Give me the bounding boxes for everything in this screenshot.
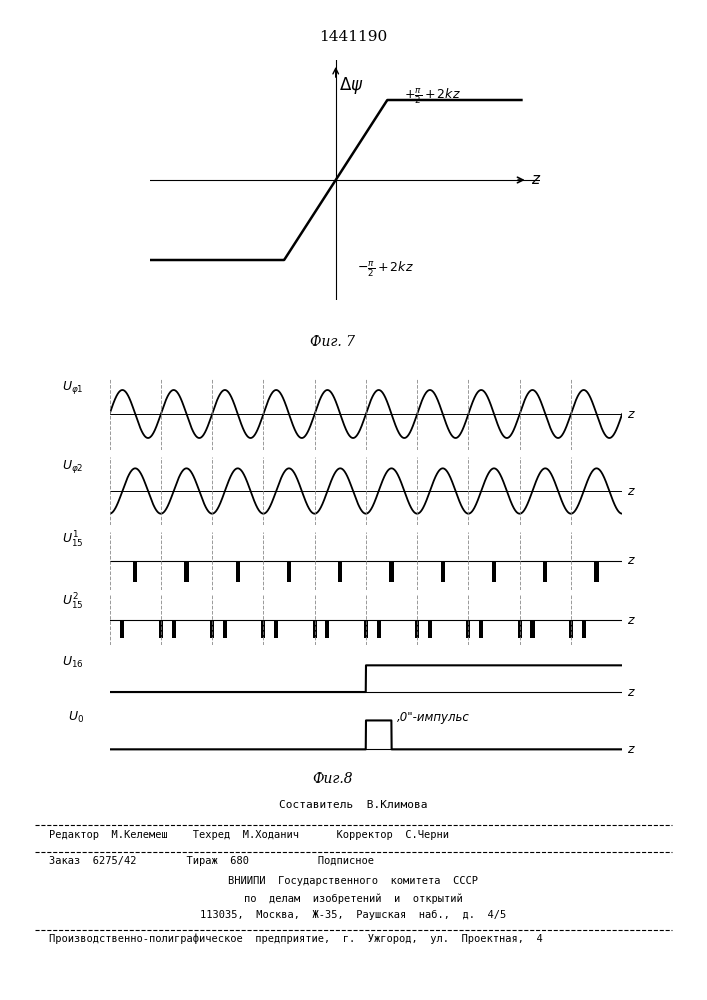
Text: $U^2_{15}$: $U^2_{15}$ xyxy=(62,592,84,612)
Text: $U_0$: $U_0$ xyxy=(68,710,84,725)
Text: $U_{\varphi 2}$: $U_{\varphi 2}$ xyxy=(62,458,84,475)
Bar xyxy=(377,620,381,638)
Text: $\Delta\psi$: $\Delta\psi$ xyxy=(339,75,363,96)
Bar xyxy=(415,620,419,638)
Text: $U^1_{15}$: $U^1_{15}$ xyxy=(62,530,84,550)
Bar xyxy=(543,561,547,582)
Bar xyxy=(287,561,291,582)
Bar xyxy=(312,620,317,638)
Bar xyxy=(172,620,176,638)
Bar xyxy=(518,620,522,638)
Bar xyxy=(210,620,214,638)
Bar xyxy=(440,561,445,582)
Bar xyxy=(120,620,124,638)
Text: Составитель  В.Климова: Составитель В.Климова xyxy=(279,800,428,810)
Bar xyxy=(223,620,227,638)
Bar xyxy=(338,561,342,582)
Text: $-\frac{\pi}{2}+2kz$: $-\frac{\pi}{2}+2kz$ xyxy=(357,260,414,279)
Bar xyxy=(390,561,394,582)
Bar xyxy=(479,620,484,638)
Text: z: z xyxy=(531,172,539,188)
Text: 113035,  Москва,  Ж-35,  Раушская  наб.,  д.  4/5: 113035, Москва, Ж-35, Раушская наб., д. … xyxy=(200,910,507,920)
Text: Заказ  6275/42        Тираж  680           Подписное: Заказ 6275/42 Тираж 680 Подписное xyxy=(49,856,375,866)
Text: ВНИИПИ  Государственного  комитета  СССР: ВНИИПИ Государственного комитета СССР xyxy=(228,876,479,886)
Text: Фиг.8: Фиг.8 xyxy=(312,772,353,786)
Bar xyxy=(569,620,573,638)
Text: Производственно-полиграфическое  предприятие,  г.  Ужгород,  ул.  Проектная,  4: Производственно-полиграфическое предприя… xyxy=(49,934,543,944)
Text: z: z xyxy=(627,686,633,698)
Text: z: z xyxy=(627,554,633,568)
Text: ,0"-импульс: ,0"-импульс xyxy=(397,711,469,724)
Bar xyxy=(428,620,432,638)
Text: z: z xyxy=(627,408,633,420)
Text: z: z xyxy=(627,613,633,626)
Text: по  делам  изобретений  и  открытий: по делам изобретений и открытий xyxy=(244,893,463,904)
Text: $U_{\varphi 1}$: $U_{\varphi 1}$ xyxy=(62,379,84,396)
Bar xyxy=(325,620,329,638)
Bar xyxy=(274,620,279,638)
Bar xyxy=(185,561,189,582)
Text: 1441190: 1441190 xyxy=(320,30,387,44)
Bar xyxy=(530,620,534,638)
Bar xyxy=(582,620,586,638)
Text: z: z xyxy=(627,743,633,756)
Bar xyxy=(262,620,265,638)
Bar xyxy=(467,620,470,638)
Text: z: z xyxy=(627,485,633,498)
Text: $+\frac{\pi}{2}+2kz$: $+\frac{\pi}{2}+2kz$ xyxy=(404,86,461,106)
Bar xyxy=(159,620,163,638)
Bar xyxy=(133,561,137,582)
Text: Редактор  М.Келемеш    Техред  М.Ходанич      Корректор  С.Черни: Редактор М.Келемеш Техред М.Ходанич Корр… xyxy=(49,830,450,840)
Bar xyxy=(595,561,599,582)
Bar xyxy=(492,561,496,582)
Text: $U_{16}$: $U_{16}$ xyxy=(62,655,84,670)
Text: Фиг. 7: Фиг. 7 xyxy=(310,335,355,349)
Bar xyxy=(364,620,368,638)
Bar xyxy=(235,561,240,582)
